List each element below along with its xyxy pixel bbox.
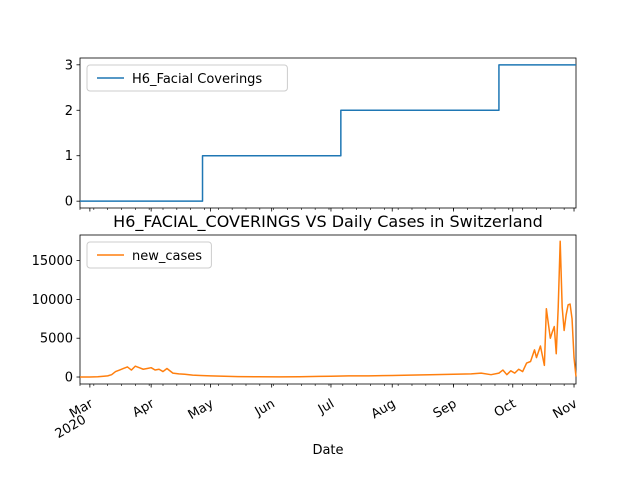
x-tick-label: Nov	[551, 396, 581, 422]
x-tick-label: Aug	[369, 396, 398, 422]
series-line	[79, 240, 577, 378]
x-tick-label: Sep	[431, 396, 460, 421]
legend-label: H6_Facial Coverings	[132, 72, 262, 87]
axes-frame	[79, 234, 577, 385]
x-tick-label: Apr	[130, 396, 158, 421]
legend-box	[86, 241, 212, 269]
y-tick-label: 3	[65, 58, 73, 73]
y-tick-label: 5000	[40, 332, 73, 347]
top-plot: 0 1 2 3 H6_Facial Coverings	[65, 57, 577, 212]
x-axis-label: Date	[312, 443, 343, 458]
y-tick-label: 10000	[32, 293, 73, 308]
x-tick-label: Jun	[252, 396, 278, 420]
x-tick-label: May	[186, 396, 217, 423]
y-tick-label: 1	[65, 149, 73, 164]
series-line	[80, 64, 576, 202]
legend-box	[86, 64, 288, 92]
y-tick-label: 0	[65, 371, 73, 386]
axes-frame	[79, 57, 577, 209]
y-tick-label: 2	[65, 104, 73, 119]
y-tick-label: 0	[65, 195, 73, 210]
x-tick-label: Oct	[492, 396, 519, 420]
legend-label: new_cases	[132, 249, 202, 264]
x-tick-label: Jul	[315, 396, 337, 417]
chart-title: H6_FACIAL_COVERINGS VS Daily Cases in Sw…	[113, 212, 543, 232]
y-tick-label: 15000	[32, 254, 73, 269]
